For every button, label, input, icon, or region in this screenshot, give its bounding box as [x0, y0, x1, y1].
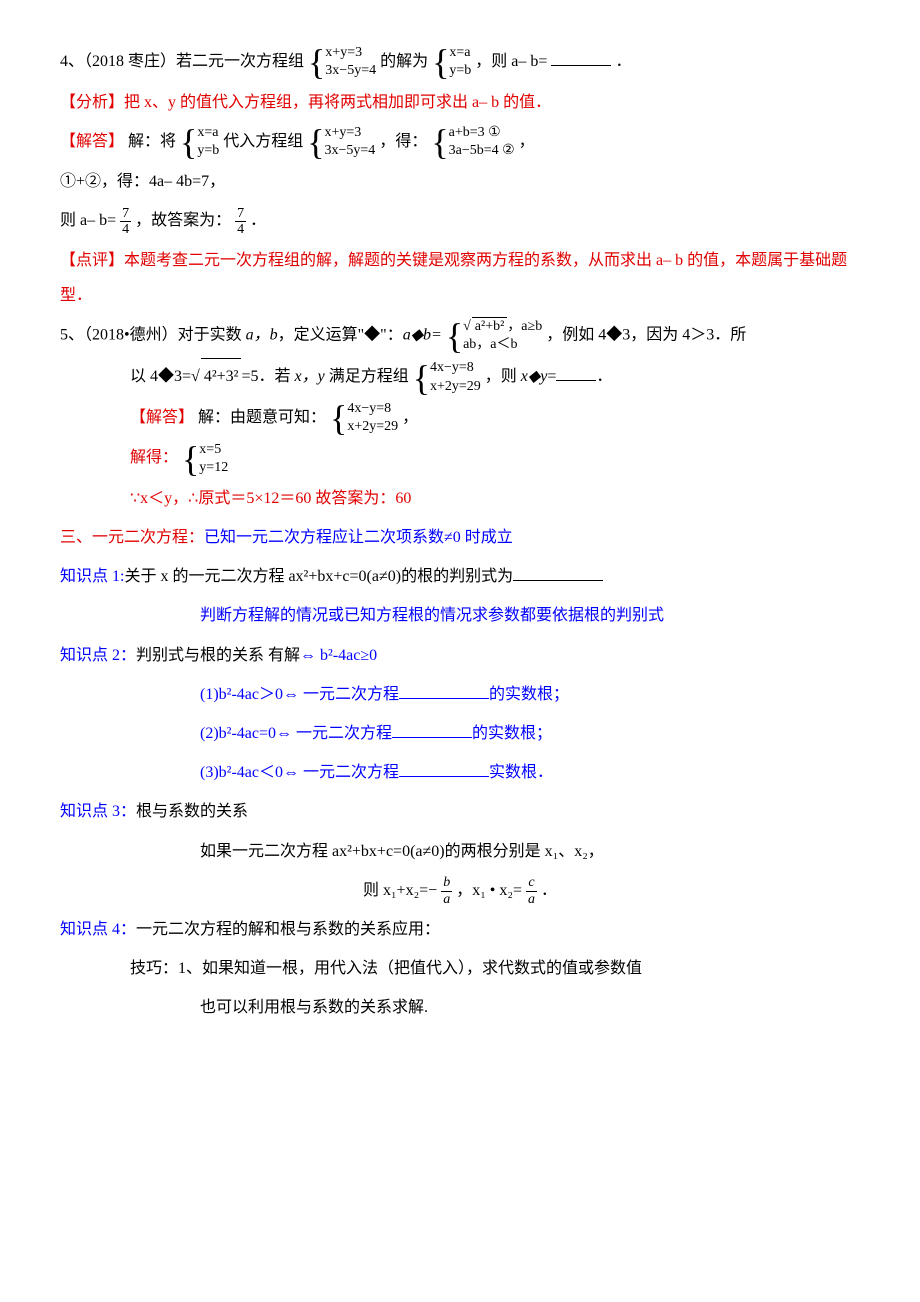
- review-label: 【点评】: [60, 252, 124, 269]
- k1-note: 判断方程解的情况或已知方程根的情况求参数都要依据根的判别式: [60, 598, 860, 633]
- q5-line1: 5、（2018•德州）对于实数 a，b，定义运算"◆"：a◆b= { a²+b²…: [60, 317, 860, 354]
- q5-solve2: 解得： { x=5 y=12: [60, 440, 860, 477]
- frac-7-4: 74: [120, 206, 131, 238]
- k3b: 如果一元二次方程 ax²+bx+c=0(a≠0)的两根分别是 x₁、x₂，: [60, 834, 860, 869]
- k4c: 也可以利用根与系数的关系求解.: [60, 990, 860, 1025]
- k2-2: (2)b²-4ac=0⇔ 一元二次方程的实数根；: [60, 716, 860, 751]
- q4-analysis: 【分析】把 x、y 的值代入方程组，再将两式相加即可求出 a– b 的值．: [60, 85, 860, 120]
- q4-solve1: 【解答】 解：将 { x=a y=b 代入方程组 { x+y=3 3x−5y=4…: [60, 124, 860, 161]
- sec3-title: 三、一元二次方程：已知一元二次方程应让二次项系数≠0 时成立: [60, 520, 860, 555]
- q5-solve1: 【解答】 解：由题意可知： { 4x−y=8 x+2y=29 ，: [60, 400, 860, 437]
- k3: 知识点 3：根与系数的关系: [60, 794, 860, 829]
- q4-blank: [551, 47, 611, 66]
- k4: 知识点 4：一元二次方程的解和根与系数的关系应用：: [60, 912, 860, 947]
- analysis-label: 【分析】: [60, 94, 124, 111]
- k2-3: (3)b²-4ac＜0⇔ 一元二次方程实数根．: [60, 755, 860, 790]
- k1: 知识点 1:关于 x 的一元二次方程 ax²+bx+c=0(a≠0)的根的判别式…: [60, 559, 860, 594]
- q4-sol: { x=a y=b: [432, 44, 471, 80]
- q4-review: 【点评】本题考查二元一次方程组的解，解题的关键是观察两方程的系数，从而求出 a–…: [60, 243, 860, 313]
- q4-solve3: 则 a– b= 74 ，故答案为： 74 ．: [60, 203, 860, 238]
- k2: 知识点 2：判别式与根的关系 有解⇔ b²-4ac≥0: [60, 638, 860, 673]
- q5-line2: 以 4◆3=4²+3²=5．若 x，y 满足方程组 { 4x−y=8 x+2y=…: [60, 358, 860, 396]
- q4-line1: 4、（2018 枣庄）若二元一次方程组 { x+y=3 3x−5y=4 的解为 …: [60, 44, 860, 81]
- k3c: 则 x₁+x₂=− ba ，x₁ • x₂= ca ．: [60, 873, 860, 908]
- k2-1: (1)b²-4ac＞0⇔ 一元二次方程的实数根；: [60, 677, 860, 712]
- q5-concl: ∵x＜y，∴原式＝5×12＝60 故答案为：60: [60, 481, 860, 516]
- q4-solve2: ①+②，得：4a– 4b=7，: [60, 164, 860, 199]
- k4b: 技巧：1、如果知道一根，用代入法（把值代入），求代数式的值或参数值: [60, 951, 860, 986]
- q4-tail: ，则 a– b=: [475, 53, 547, 70]
- q4-system1: { x+y=3 3x−5y=4: [308, 44, 376, 80]
- solve-label: 【解答】: [60, 133, 124, 150]
- q4-prefix: 4、（2018 枣庄）若二元一次方程组: [60, 53, 304, 70]
- q4-mid: 的解为: [380, 53, 428, 70]
